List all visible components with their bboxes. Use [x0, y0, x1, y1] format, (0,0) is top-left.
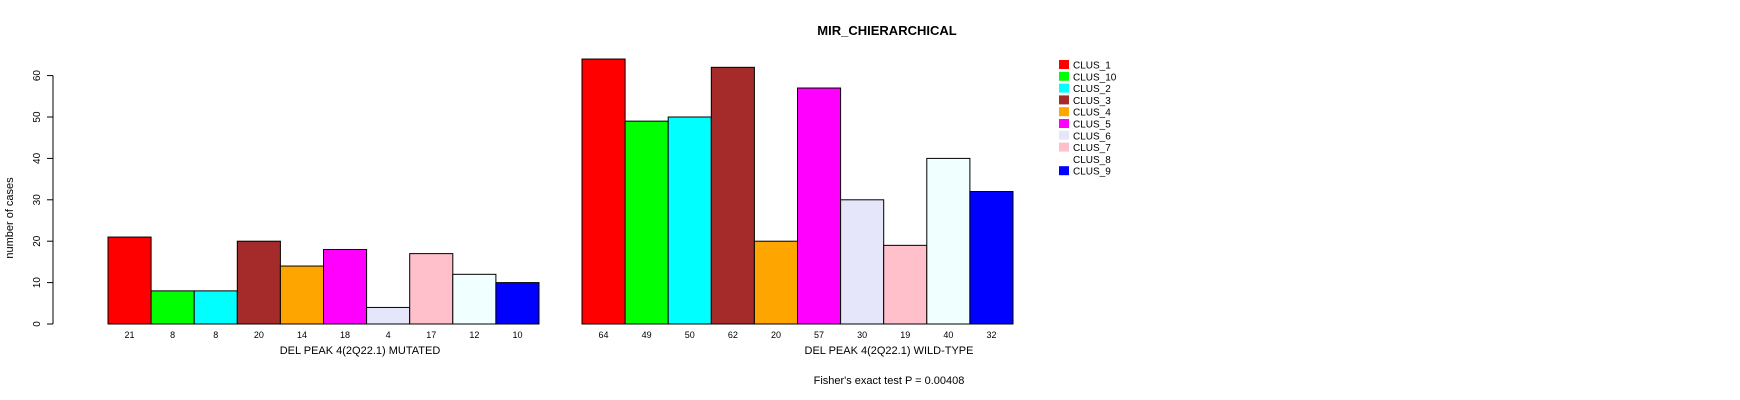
legend-label: CLUS_1	[1073, 61, 1111, 72]
bar-count-label: 18	[340, 330, 350, 340]
legend-swatch	[1059, 166, 1069, 176]
bar-mutated-clus-1	[107, 236, 152, 325]
y-tick-label: 0	[32, 321, 43, 327]
bar-count-label: 20	[771, 330, 781, 340]
legend-swatch	[1059, 60, 1069, 69]
bar-mutated-clus-2	[193, 290, 238, 325]
bar-count-label: 8	[213, 330, 218, 340]
bar-wild-type-clus-5	[797, 87, 842, 325]
group-label-wild-type: DEL PEAK 4(2Q22.1) WILD-TYPE	[805, 345, 974, 357]
bar-count-label: 14	[297, 330, 307, 340]
legend-label: CLUS_3	[1073, 96, 1111, 107]
bar-mutated-clus-4	[279, 265, 324, 325]
bar-mutated-clus-10	[150, 290, 195, 325]
bar-count-label: 8	[170, 330, 175, 340]
y-tick-label: 30	[32, 194, 43, 206]
y-tick-label: 10	[32, 277, 43, 289]
group-label-mutated: DEL PEAK 4(2Q22.1) MUTATED	[280, 345, 441, 357]
bar-wild-type-clus-10	[624, 120, 669, 325]
bar-count-label: 20	[254, 330, 264, 340]
legend-swatch	[1059, 130, 1069, 140]
bar-count-label: 64	[599, 330, 609, 340]
bar-count-label: 32	[986, 330, 996, 340]
legend-label: CLUS_9	[1073, 167, 1111, 178]
bar-wild-type-clus-4	[753, 240, 799, 325]
y-tick-label: 60	[32, 70, 43, 82]
bar-mutated-clus-5	[323, 248, 368, 325]
bar-count-label: 21	[125, 330, 135, 340]
bar-count-label: 62	[728, 330, 738, 340]
y-axis: 0 10 20 30 40 50 60	[32, 70, 54, 327]
bar-count-label: 49	[642, 330, 652, 340]
bar-wild-type-clus-7	[883, 244, 928, 325]
bar-count-label: 17	[426, 330, 436, 340]
y-axis-label: number of cases	[4, 177, 16, 259]
y-tick-label: 20	[32, 235, 43, 247]
bar-mutated-clus-7	[409, 253, 454, 325]
legend-label: CLUS_7	[1073, 143, 1111, 154]
legend-label: CLUS_6	[1073, 131, 1111, 142]
bar-mutated-clus-8	[452, 273, 497, 325]
legend-label: CLUS_5	[1073, 120, 1111, 131]
legend-label: CLUS_10	[1073, 72, 1117, 83]
bar-mutated-clus-3	[236, 240, 281, 325]
bar-wild-type-clus-8	[926, 157, 971, 325]
legend-swatch	[1059, 119, 1069, 128]
chart-title: MIR_CHIERARCHICAL	[817, 23, 956, 38]
bar-count-label: 30	[857, 330, 867, 340]
bar-count-label: 50	[685, 330, 695, 340]
bar-count-label: 12	[469, 330, 479, 340]
y-tick-label: 50	[32, 111, 43, 123]
bar-wild-type-clus-1	[581, 58, 626, 325]
bar-wild-type-clus-2	[667, 116, 712, 325]
bar-count-label: 19	[900, 330, 910, 340]
bar-mutated-clus-9	[495, 282, 540, 325]
legend-label: CLUS_4	[1073, 108, 1111, 119]
bar-wild-type-clus-3	[710, 66, 755, 325]
bar-count-label: 4	[386, 330, 391, 340]
legend-swatch	[1059, 83, 1069, 93]
count-labels: 21 8 8 20 14 18 4 17 12 10 64 49 50 62 20 57 30 19 40 32	[125, 330, 997, 340]
legend-label: CLUS_8	[1073, 155, 1111, 166]
bar-count-label: 10	[512, 330, 522, 340]
legend-swatch	[1059, 71, 1069, 81]
bar-mutated-clus-6	[366, 306, 411, 325]
legend-swatch	[1059, 107, 1069, 117]
bar-wild-type-clus-6	[840, 199, 885, 325]
legend: CLUS_1CLUS_10CLUS_2CLUS_3CLUS_4CLUS_5CLU…	[1059, 60, 1117, 178]
legend-swatch	[1059, 95, 1069, 105]
bars	[107, 58, 1014, 325]
fisher-test-footnote: Fisher's exact test P = 0.00408	[814, 375, 965, 387]
bar-wild-type-clus-9	[969, 191, 1014, 325]
legend-label: CLUS_2	[1073, 84, 1111, 95]
bar-count-label: 40	[943, 330, 953, 340]
bar-count-label: 57	[814, 330, 824, 340]
y-tick-label: 40	[32, 152, 43, 164]
legend-swatch	[1059, 142, 1069, 152]
